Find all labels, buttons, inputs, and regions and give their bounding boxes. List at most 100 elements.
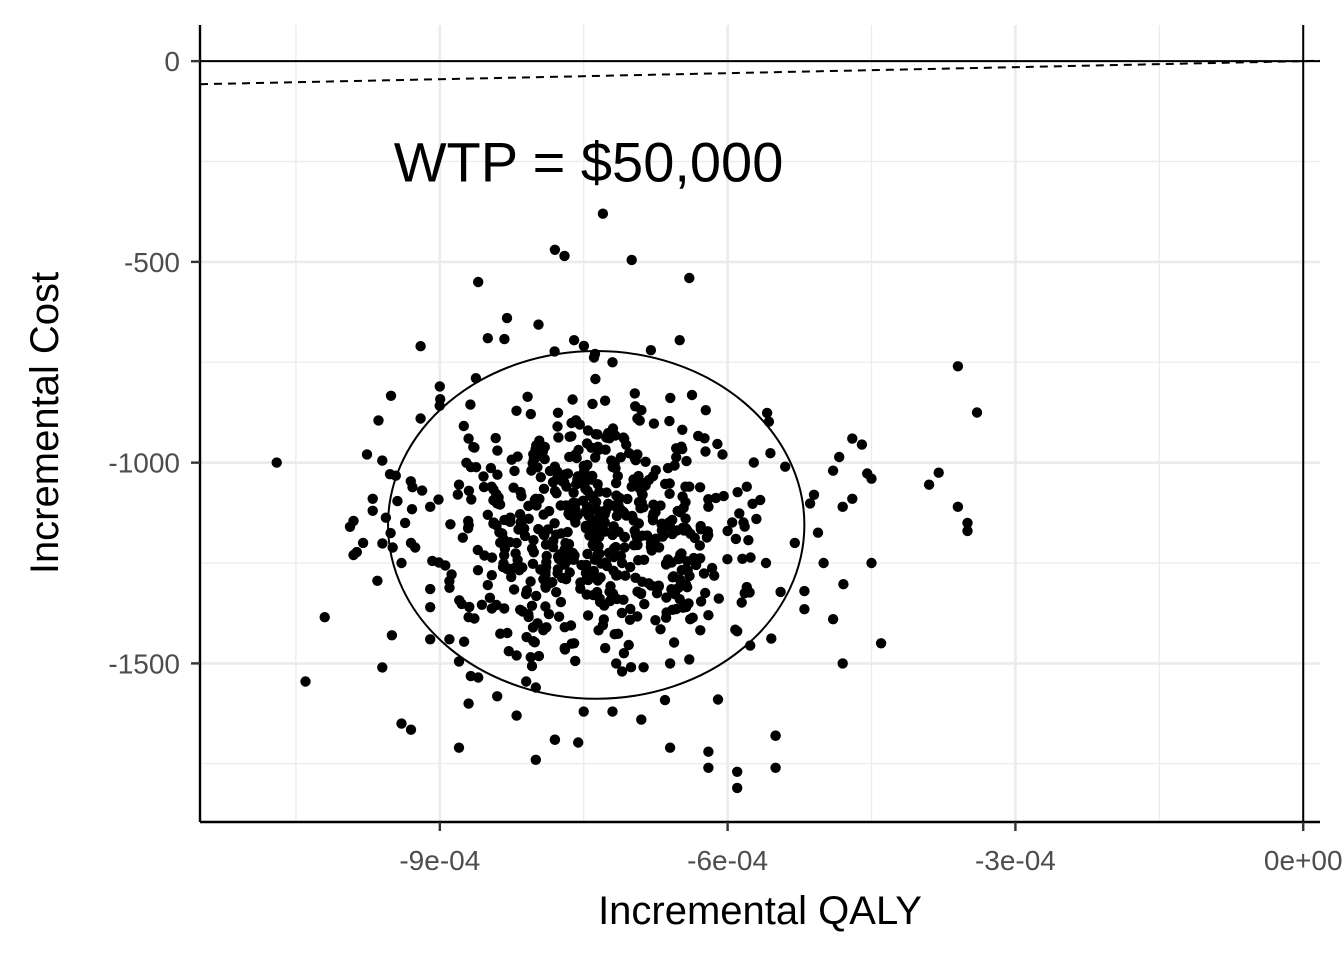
scatter-point: [458, 636, 470, 647]
scatter-point: [533, 650, 545, 662]
scatter-point: [425, 583, 436, 595]
scatter-point: [555, 596, 567, 608]
scatter-point: [698, 568, 710, 579]
scatter-point: [962, 525, 973, 537]
scatter-point: [594, 531, 605, 543]
scatter-point: [399, 517, 411, 529]
scatter-point: [579, 480, 590, 491]
scatter-point: [681, 455, 692, 467]
scatter-point: [818, 557, 829, 569]
scatter-point: [492, 691, 503, 702]
scatter-point: [629, 388, 640, 399]
scatter-point: [525, 408, 536, 420]
scatter-point: [718, 490, 729, 502]
scatter-point: [838, 579, 849, 590]
scatter-point: [837, 658, 848, 669]
scatter-point: [856, 439, 868, 450]
scatter-point: [827, 465, 839, 476]
scatter-point: [732, 766, 743, 777]
scatter-point: [600, 642, 611, 654]
scatter-point: [667, 528, 678, 540]
scatter-point: [607, 706, 618, 717]
scatter-point: [570, 415, 582, 426]
scatter-point: [453, 479, 465, 490]
scatter-point: [648, 418, 660, 429]
scatter-point: [638, 662, 649, 673]
scatter-point: [700, 446, 711, 457]
scatter-point: [465, 670, 476, 682]
scatter-point: [680, 481, 691, 492]
scatter-point: [528, 547, 539, 558]
scatter-point: [589, 554, 601, 565]
scatter-point: [732, 487, 743, 498]
scatter-point: [700, 587, 711, 599]
y-tick-label: -1500: [108, 648, 180, 679]
scatter-point: [591, 496, 602, 508]
scatter-point: [730, 533, 742, 545]
scatter-point: [666, 557, 677, 568]
scatter-point: [492, 469, 503, 480]
scatter-point: [505, 512, 516, 523]
scatter-point: [531, 590, 542, 602]
scatter-point: [463, 485, 475, 496]
scatter-point: [478, 471, 489, 482]
scatter-point: [560, 537, 571, 549]
scatter-point: [525, 576, 536, 587]
scatter-point: [661, 592, 672, 603]
y-ticks: 0 -500 -1000 -1500: [108, 46, 200, 679]
scatter-point: [433, 494, 444, 505]
scatter-point: [706, 562, 718, 574]
scatter-point: [694, 482, 706, 493]
scatter-point: [952, 501, 964, 512]
scatter-point: [712, 438, 723, 450]
scatter-point: [620, 570, 631, 581]
scatter-point: [568, 487, 579, 498]
scatter-point: [748, 457, 759, 468]
scatter-point: [579, 465, 590, 476]
scatter-point: [597, 208, 609, 219]
scatter-point: [416, 485, 428, 496]
scatter-point: [425, 602, 436, 613]
scatter-point: [559, 644, 571, 655]
scatter-point: [695, 524, 707, 535]
scatter-point: [827, 614, 839, 625]
scatter-point: [514, 565, 525, 576]
scatter-point: [629, 453, 640, 464]
scatter-point: [611, 570, 622, 581]
scatter-point: [862, 468, 873, 479]
scatter-point: [933, 467, 944, 478]
scatter-point: [469, 442, 480, 453]
scatter-point: [527, 558, 539, 569]
scatter-point: [680, 513, 691, 524]
scatter-point: [444, 634, 455, 645]
scatter-point: [668, 637, 680, 648]
scatter-point: [761, 407, 773, 419]
scatter-point: [385, 527, 396, 539]
scatter-point: [739, 588, 750, 599]
scatter-point: [377, 662, 388, 673]
scatter-point: [661, 607, 672, 618]
scatter-point: [425, 501, 436, 512]
x-tick-label: -6e-04: [687, 845, 768, 876]
scatter-point: [600, 444, 611, 455]
scatter-point: [703, 746, 714, 757]
scatter-point: [618, 594, 629, 605]
scatter-point: [503, 646, 514, 657]
scatter-point: [530, 754, 541, 765]
scatter-point: [392, 495, 403, 507]
reference-lines: [200, 25, 1320, 822]
scatter-point: [526, 660, 538, 672]
scatter-point: [526, 600, 538, 611]
scatter-point: [493, 498, 504, 509]
scatter-point: [523, 513, 534, 524]
scatter-point: [578, 340, 590, 352]
scatter-point: [630, 529, 641, 541]
scatter-point: [751, 513, 762, 525]
scatter-point: [638, 554, 650, 565]
scatter-point: [598, 614, 609, 625]
scatter-point: [596, 512, 607, 523]
scatter-point: [643, 474, 655, 486]
scatter-point: [433, 557, 445, 568]
scatter-point: [521, 585, 533, 596]
scatter-point: [559, 250, 570, 262]
